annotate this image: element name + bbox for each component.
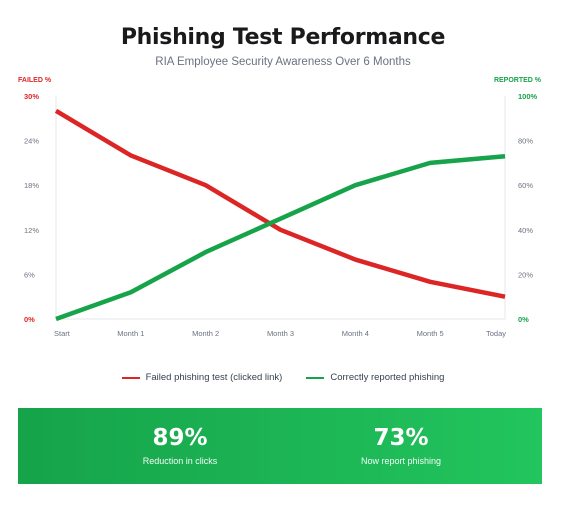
chart-title: Phishing Test Performance [120, 25, 446, 50]
left-tick-label: 12% [24, 226, 39, 235]
legend-label-failed: Failed phishing test (clicked link) [145, 372, 283, 383]
x-tick-label: Month 2 [192, 329, 219, 338]
right-axis-title: REPORTED % [494, 77, 542, 84]
stat-reporting-label: Now report phishing [360, 456, 442, 466]
reported-series-line [55, 153, 506, 322]
right-tick-label: 80% [518, 137, 533, 146]
x-tick-label: Month 5 [417, 329, 444, 338]
left-axis-title: FAILED % [18, 77, 52, 84]
stat-reduction-label: Reduction in clicks [142, 456, 218, 466]
left-tick-label: 6% [24, 270, 35, 279]
right-tick-label: 100% [518, 92, 538, 101]
legend-item-failed: Failed phishing test (clicked link) [121, 372, 283, 383]
failed-series-line [54, 108, 506, 299]
stat-reporting: 73% Now report phishing [301, 425, 501, 466]
right-tick-label: 0% [518, 315, 529, 324]
chart-subtitle: RIA Employee Security Awareness Over 6 M… [155, 56, 411, 68]
legend-item-reported: Correctly reported phishing [306, 372, 444, 383]
stat-reduction-value: 89% [152, 425, 208, 451]
stat-reduction: 89% Reduction in clicks [80, 425, 280, 466]
x-tick-label: Start [54, 329, 71, 338]
right-tick-label: 40% [518, 226, 533, 235]
right-tick-label: 20% [518, 270, 533, 279]
x-tick-label: Month 1 [117, 329, 144, 338]
left-tick-label: 18% [24, 181, 39, 190]
right-tick-label: 60% [518, 181, 533, 190]
summary-banner: 89% Reduction in clicks 73% Now report p… [18, 408, 542, 484]
left-tick-label: 0% [24, 315, 35, 324]
x-tick-label: Today [486, 329, 506, 338]
line-chart: FAILED % REPORTED % 0% 6% 12% 18% 24% 30% 0% 20% 4… [18, 77, 542, 338]
legend-label-reported: Correctly reported phishing [330, 372, 445, 383]
stat-reporting-value: 73% [373, 425, 429, 451]
legend-swatch-reported [306, 376, 325, 379]
left-tick-label: 24% [24, 137, 39, 146]
x-tick-label: Month 4 [342, 329, 369, 338]
chart-legend: Failed phishing test (clicked link) Corr… [0, 372, 566, 383]
legend-swatch-failed [121, 376, 140, 379]
left-tick-label: 30% [24, 92, 39, 101]
x-tick-label: Month 3 [267, 329, 294, 338]
